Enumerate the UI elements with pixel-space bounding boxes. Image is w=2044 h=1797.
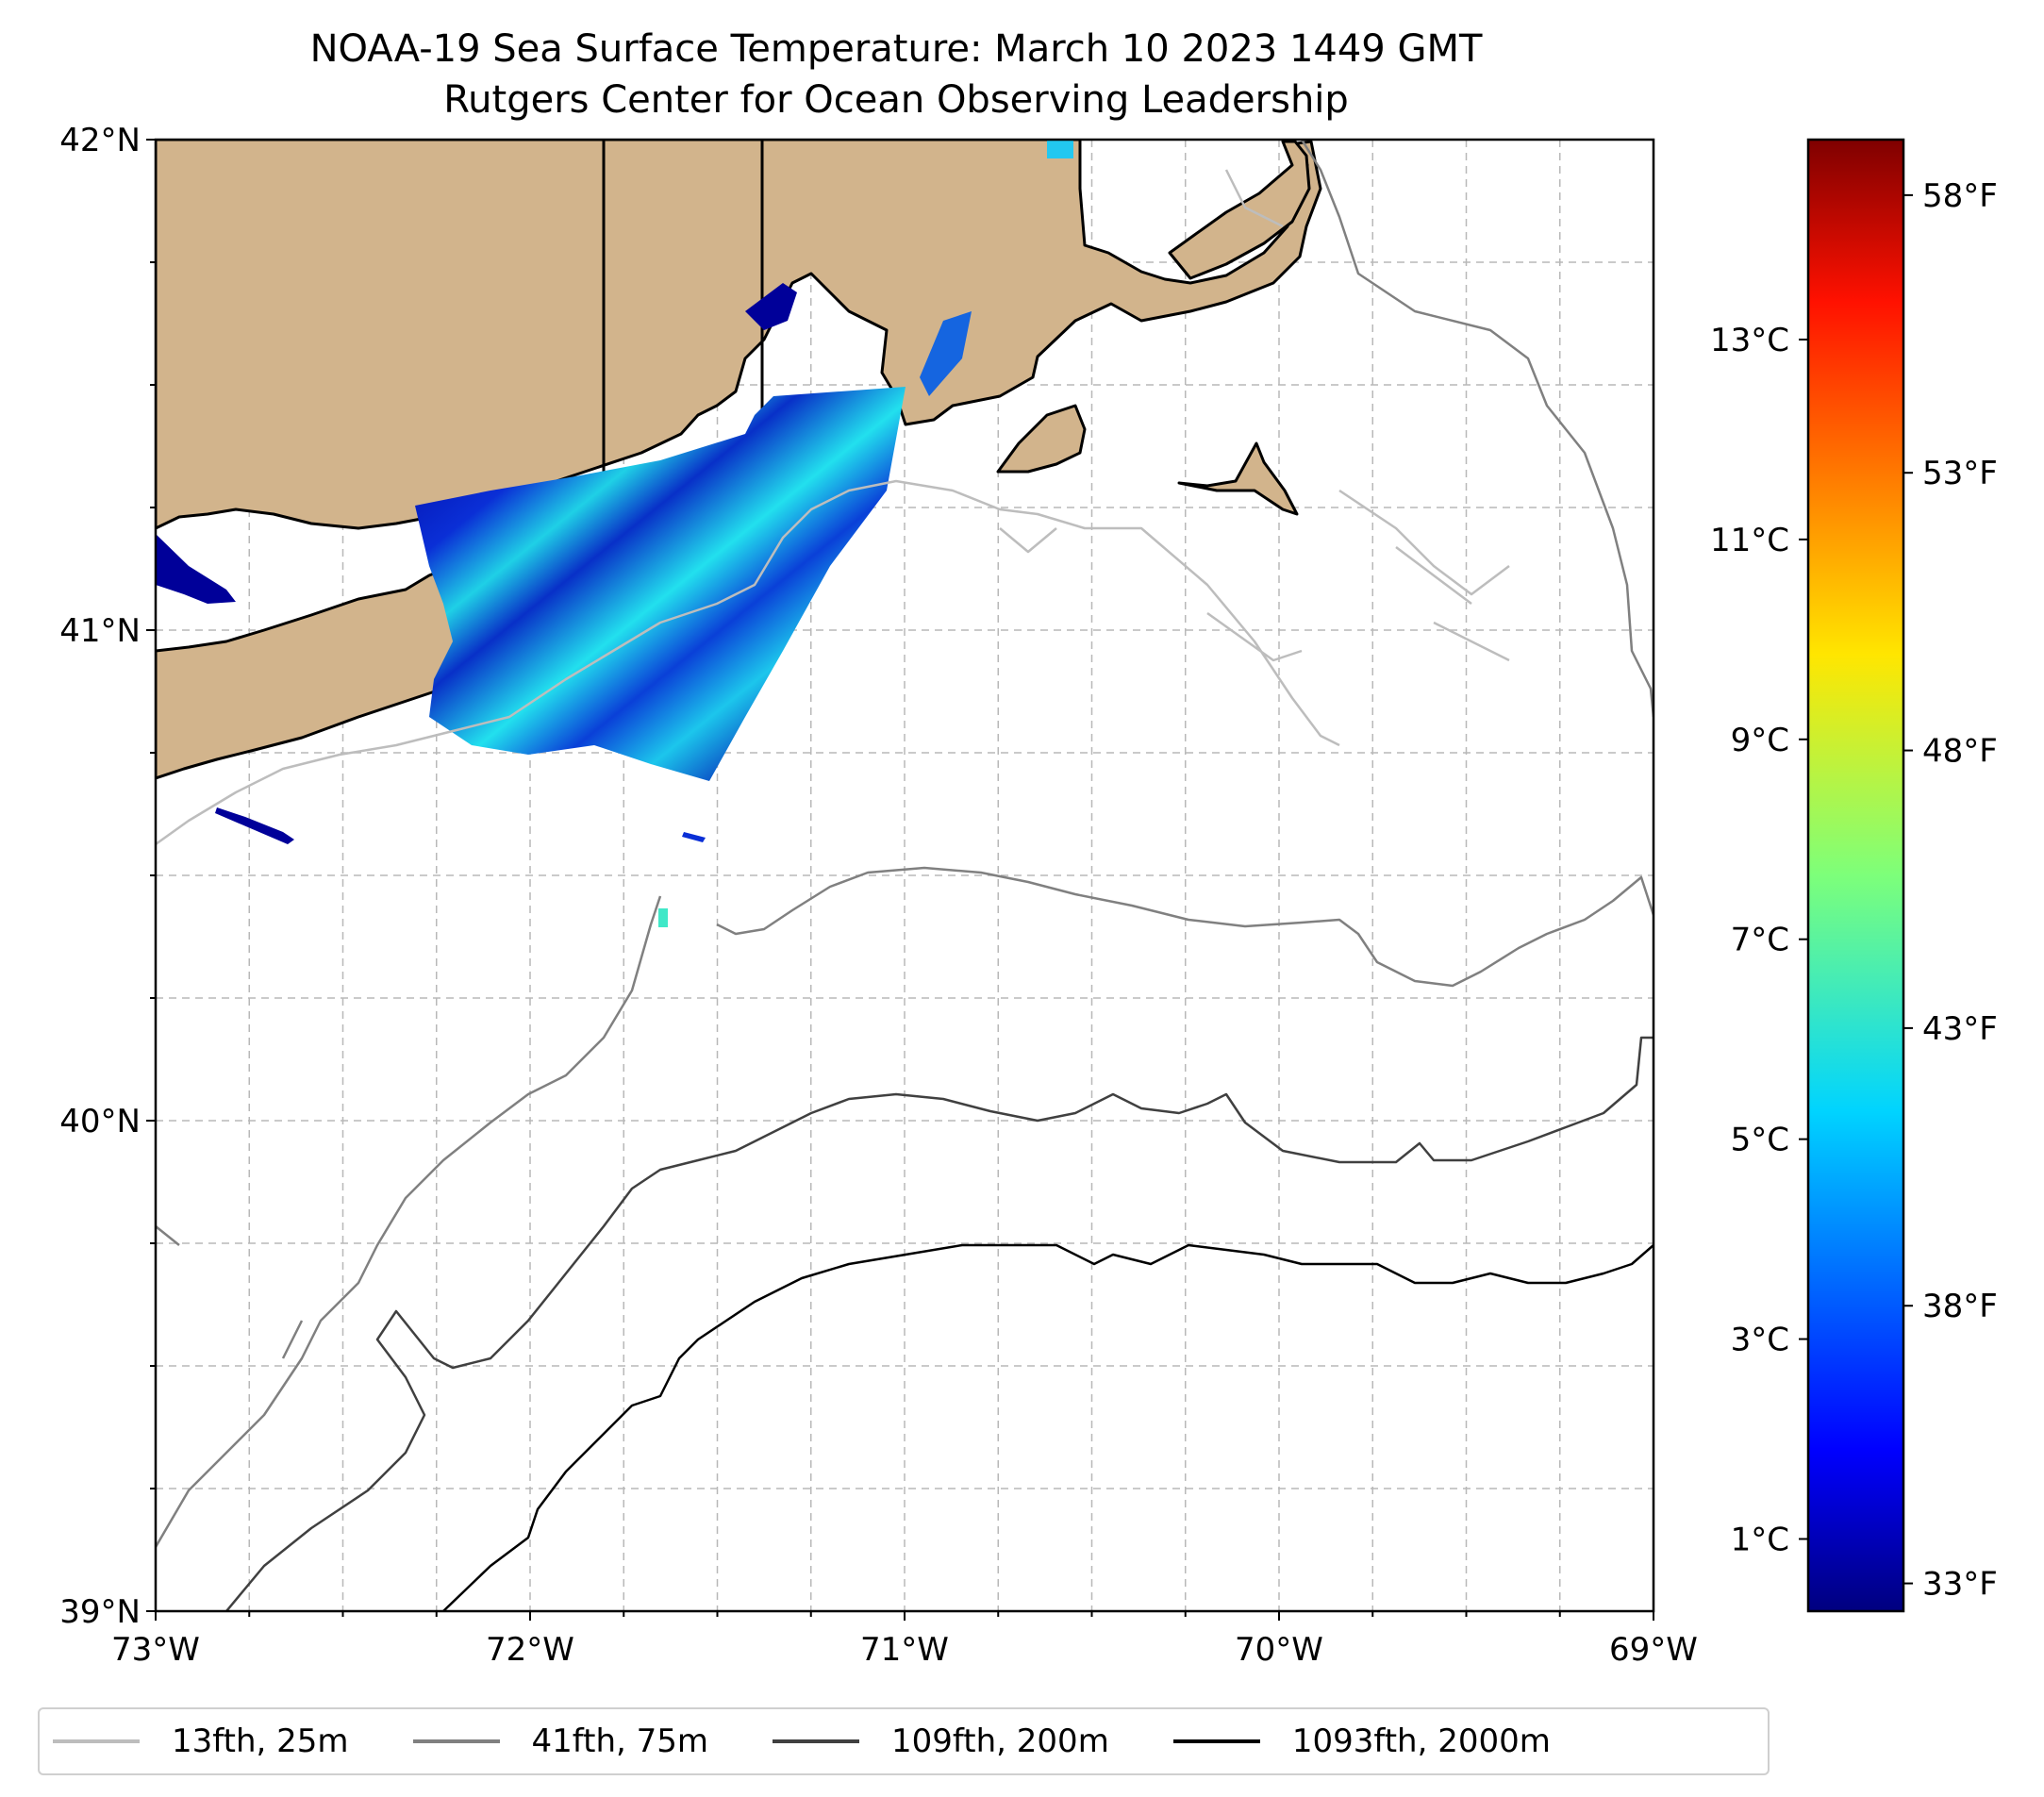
colorbar-celsius-label: 9°C bbox=[1731, 722, 1789, 759]
map-title: NOAA-19 Sea Surface Temperature: March 1… bbox=[309, 27, 1483, 71]
sst-pixel-streak-2 bbox=[682, 832, 706, 842]
colorbar-fahrenheit-axis: 58°F 53°F 48°F 43°F 38°F 33°F bbox=[1903, 177, 1998, 1604]
sst-swath-west bbox=[156, 534, 236, 604]
lon-label: 71°W bbox=[860, 1631, 949, 1669]
legend-item: 13fth, 25m bbox=[53, 1722, 349, 1760]
lon-label: 69°W bbox=[1609, 1631, 1698, 1669]
sst-swath-main bbox=[415, 387, 906, 781]
land-marthas-vineyard bbox=[996, 404, 1087, 474]
lon-label: 70°W bbox=[1235, 1631, 1323, 1669]
lon-label: 72°W bbox=[486, 1631, 574, 1669]
map-subtitle: Rutgers Center for Ocean Observing Leade… bbox=[443, 78, 1349, 122]
sst-pixel-streak-1 bbox=[215, 807, 294, 844]
colorbar-fahrenheit-label: 53°F bbox=[1922, 455, 1998, 492]
contour-75m bbox=[156, 140, 1653, 1548]
lat-label: 40°N bbox=[59, 1103, 141, 1140]
colorbar-celsius-label: 1°C bbox=[1731, 1521, 1789, 1558]
bathymetry-contours bbox=[156, 140, 1653, 1611]
contour-200m bbox=[225, 1036, 1653, 1611]
legend-label: 109fth, 200m bbox=[891, 1722, 1109, 1760]
sst-pixel-nantucket-sound bbox=[1047, 140, 1073, 158]
state-boundaries bbox=[602, 140, 764, 491]
colorbar-fahrenheit-label: 33°F bbox=[1922, 1566, 1998, 1604]
colorbar-fahrenheit-label: 48°F bbox=[1922, 733, 1998, 771]
legend-label: 13fth, 25m bbox=[172, 1722, 349, 1760]
colorbar-celsius-label: 13°C bbox=[1710, 322, 1789, 359]
colorbar-fahrenheit-label: 38°F bbox=[1922, 1288, 1998, 1325]
sst-ctx-bay-pixels bbox=[920, 311, 972, 396]
land-cape-cod bbox=[1168, 140, 1311, 280]
sst-swath bbox=[156, 140, 1073, 927]
colorbar-celsius-label: 5°C bbox=[1731, 1122, 1789, 1159]
lat-label: 41°N bbox=[59, 612, 141, 650]
colorbar-celsius-axis: 13°C 11°C 9°C 7°C 5°C 3°C 1°C bbox=[1710, 322, 1808, 1558]
colorbar: 13°C 11°C 9°C 7°C 5°C 3°C 1°C 58°F 53°F 48°F 43°F… bbox=[1710, 138, 1998, 1613]
legend-line-swatch bbox=[53, 1739, 140, 1743]
legend-line-swatch bbox=[1172, 1739, 1260, 1743]
legend-item: 1093fth, 2000m bbox=[1172, 1722, 1551, 1760]
contour-2000m bbox=[442, 1243, 1653, 1611]
colorbar-fahrenheit-label: 58°F bbox=[1922, 177, 1998, 215]
longitude-axis: 73°W 72°W 71°W 70°W 69°W bbox=[111, 1611, 1698, 1669]
legend-line-swatch bbox=[412, 1739, 500, 1743]
legend: 13fth, 25m 41fth, 75m 109fth, 200m 1093fth,… bbox=[38, 1707, 1770, 1775]
legend-label: 1093fth, 2000m bbox=[1291, 1722, 1551, 1760]
lat-label: 42°N bbox=[59, 122, 141, 159]
map-area bbox=[156, 140, 1653, 1611]
legend-line-swatch bbox=[773, 1739, 860, 1743]
contour-25m bbox=[156, 169, 1510, 846]
latitude-axis: 42°N 41°N 40°N 39°N bbox=[59, 122, 156, 1631]
land-nantucket bbox=[1177, 441, 1299, 516]
colorbar-fahrenheit-label: 43°F bbox=[1922, 1010, 1998, 1048]
colorbar-celsius-label: 11°C bbox=[1710, 522, 1789, 559]
colorbar-gradient bbox=[1806, 138, 1905, 1613]
legend-item: 109fth, 200m bbox=[773, 1722, 1109, 1760]
sst-swath-east-sound bbox=[745, 283, 797, 330]
sst-pixel-shelf bbox=[658, 908, 668, 927]
colorbar-celsius-label: 7°C bbox=[1731, 922, 1789, 959]
legend-label: 41fth, 75m bbox=[531, 1722, 709, 1760]
lat-label: 39°N bbox=[59, 1593, 141, 1631]
lon-label: 73°W bbox=[111, 1631, 200, 1669]
legend-item: 41fth, 75m bbox=[412, 1722, 709, 1760]
colorbar-celsius-label: 3°C bbox=[1731, 1322, 1789, 1359]
